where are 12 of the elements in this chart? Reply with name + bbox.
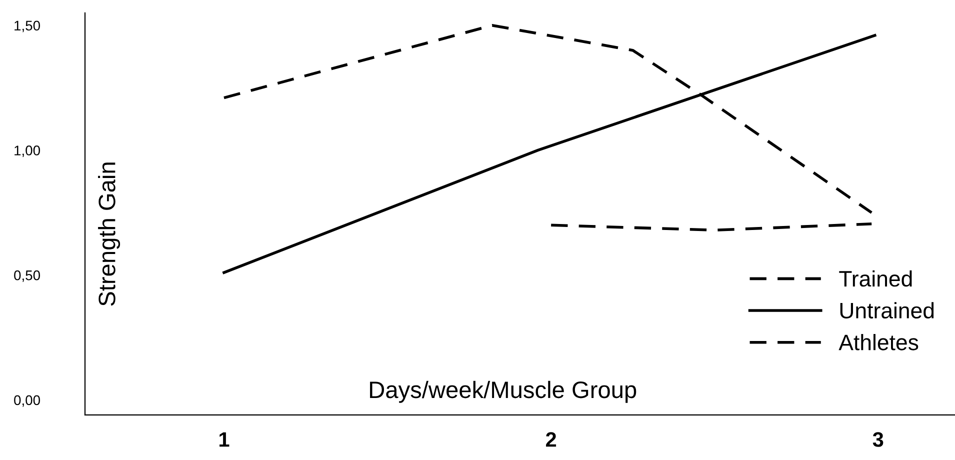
legend-label: Athletes xyxy=(838,334,918,350)
legend-label: Trained xyxy=(839,270,912,287)
legend-label: Untrained xyxy=(840,302,934,318)
y-tick-label: 0,50 xyxy=(14,270,40,282)
x-tick-label: 2 xyxy=(546,432,556,447)
x-tick-label: 3 xyxy=(872,432,884,447)
x-axis-title: Days/week/Muscle Group xyxy=(370,380,636,403)
y-tick-label: 0,00 xyxy=(14,395,40,407)
y-axis-title: Strength Gain xyxy=(98,162,120,306)
y-tick-label: 1,50 xyxy=(14,20,40,32)
y-tick-label: 1,00 xyxy=(14,146,40,158)
x-tick-label: 1 xyxy=(220,432,230,447)
